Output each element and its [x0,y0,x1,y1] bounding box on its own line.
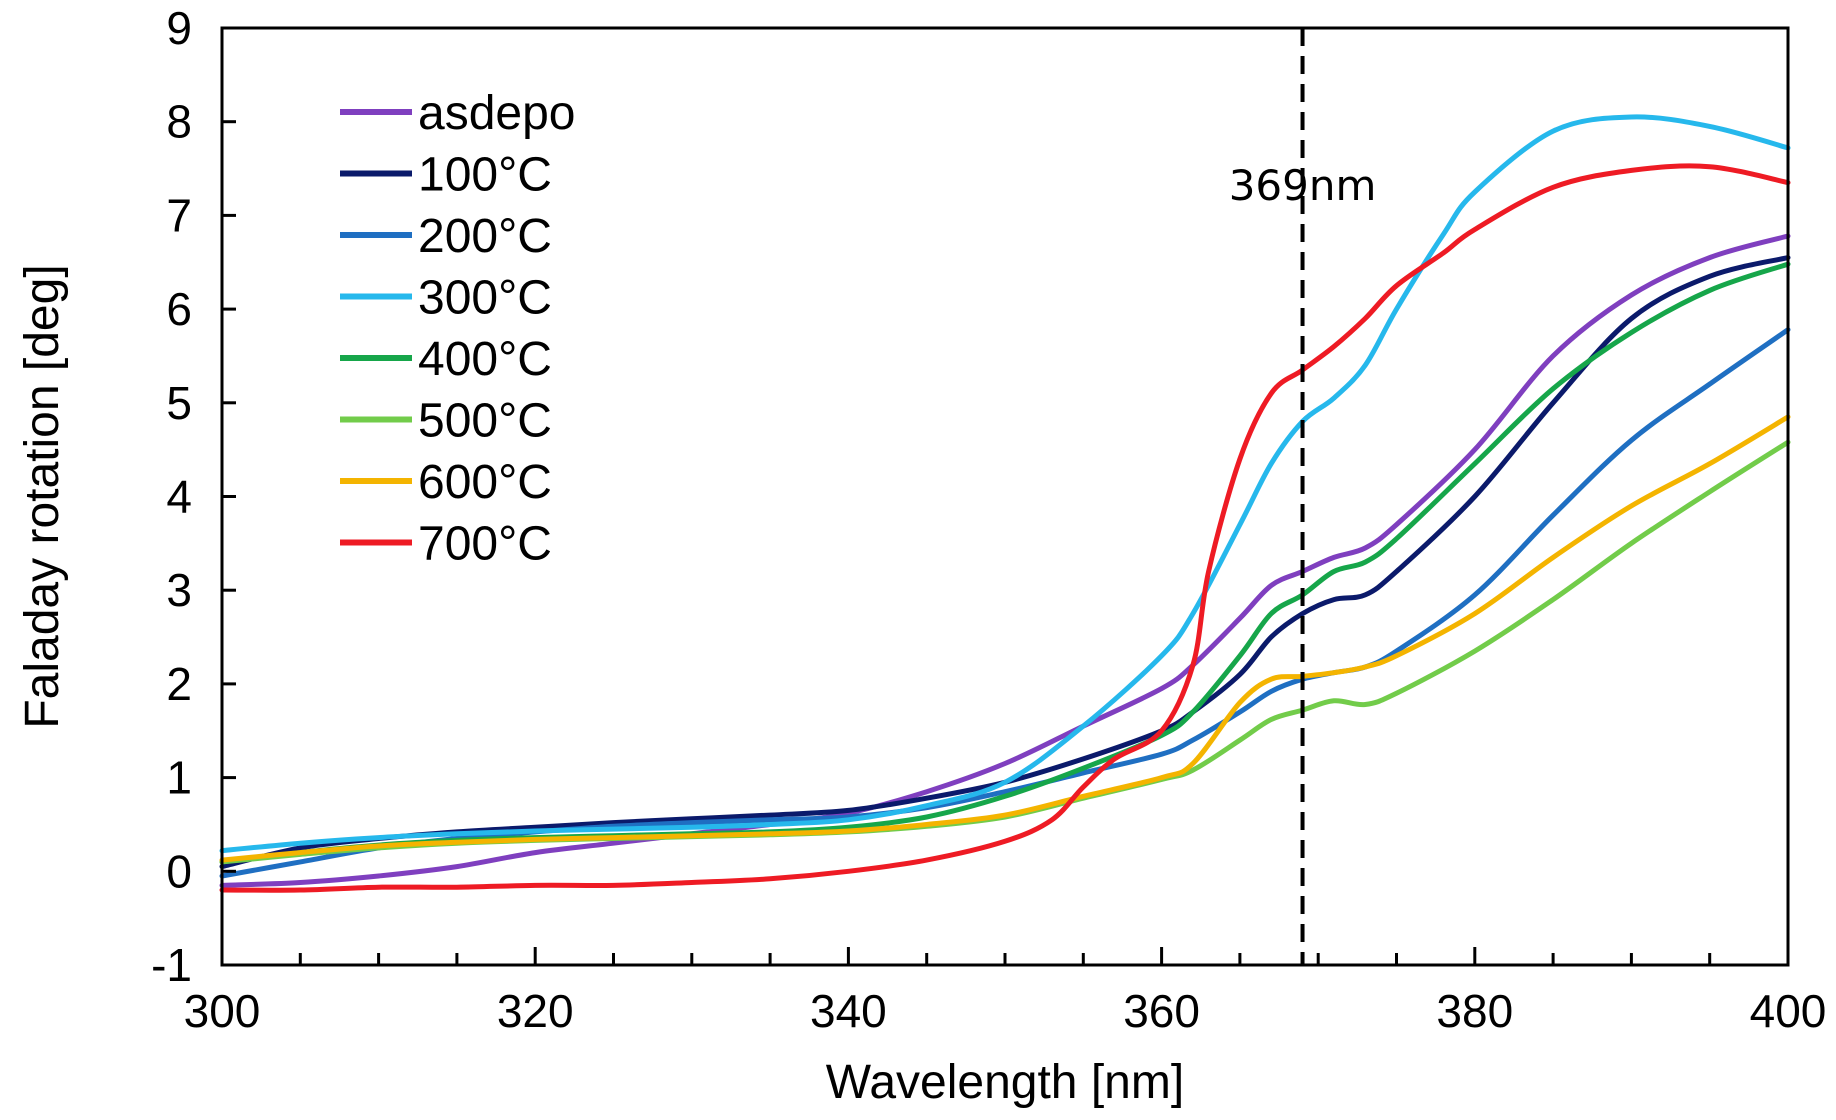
series-line-3 [219,114,1791,854]
x-axis-label: Wavelength [nm] [826,1056,1184,1109]
y-axis-label: Faladay rotation [deg] [16,264,69,728]
y-tick-label: 1 [166,752,192,804]
x-tick-label: 400 [1750,985,1827,1037]
x-axis: 300 320 340 360 380 400 [184,947,1827,1037]
legend-label-3: 300°C [418,272,552,325]
x-tick-label: 340 [810,985,887,1037]
legend: asdepo 100°C 200°C 300°C 400°C 500°C 600°C 700°… [340,87,575,571]
series-line-7 [219,163,1791,893]
y-tick-label: 5 [166,377,192,429]
y-tick-label: 7 [166,189,192,241]
legend-label-4: 400°C [418,333,552,386]
x-tick-label: 360 [1123,985,1200,1037]
y-tick-label: 8 [166,96,192,148]
y-tick-label: 9 [166,2,192,54]
series-line-6 [219,414,1791,863]
x-tick-label: 300 [184,985,261,1037]
series-line-0 [219,233,1791,888]
legend-label-5: 500°C [418,395,552,448]
series-layer [219,114,1791,893]
x-tick-label: 320 [497,985,574,1037]
y-tick-label: 2 [166,658,192,710]
annotation-label-369nm: 369nm [1229,161,1377,210]
legend-label-6: 600°C [418,456,552,509]
x-tick-label: 380 [1436,985,1513,1037]
legend-label-7: 700°C [418,518,552,571]
y-axis: -1 0 1 2 3 4 5 6 7 8 9 [151,2,236,991]
legend-label-0: asdepo [418,87,575,140]
annotation-layer: 369nm [1229,28,1377,965]
y-tick-label: 6 [166,283,192,335]
y-tick-label: -1 [151,939,192,991]
y-tick-label: 4 [166,471,192,523]
y-tick-label: 0 [166,845,192,897]
legend-label-1: 100°C [418,149,552,202]
y-tick-label: 3 [166,564,192,616]
legend-label-2: 200°C [418,210,552,263]
